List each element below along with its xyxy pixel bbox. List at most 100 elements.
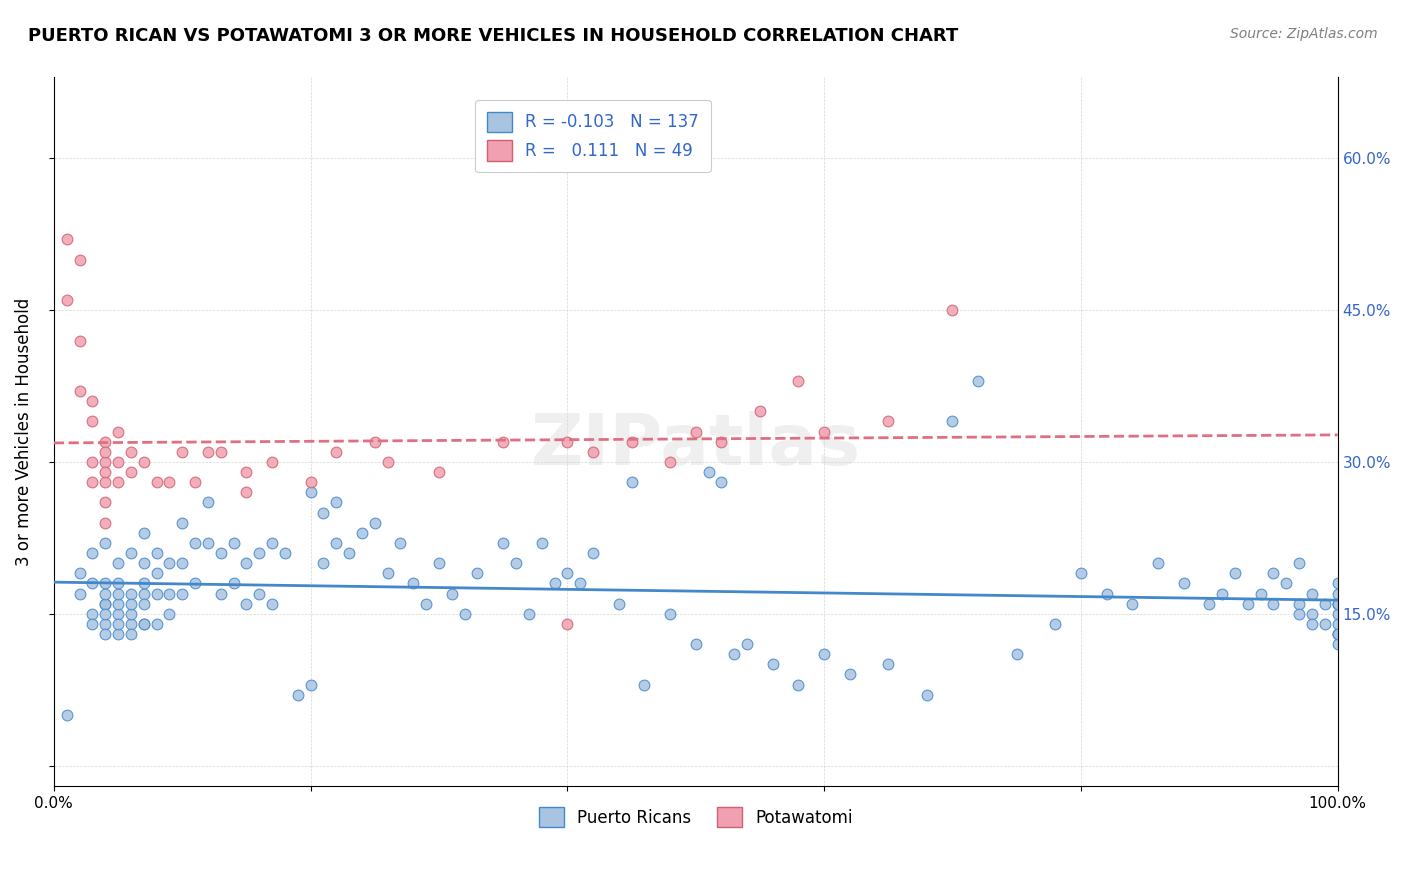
Point xyxy=(325,445,347,459)
Point xyxy=(209,586,232,600)
Point xyxy=(1301,586,1323,600)
Point xyxy=(69,384,91,398)
Point xyxy=(389,536,412,550)
Point xyxy=(620,475,643,490)
Point xyxy=(467,566,489,581)
Point xyxy=(915,688,938,702)
Point xyxy=(325,536,347,550)
Point xyxy=(1275,576,1298,591)
Point xyxy=(157,586,180,600)
Point xyxy=(94,586,117,600)
Point xyxy=(107,556,129,570)
Point xyxy=(120,616,142,631)
Point xyxy=(1288,597,1310,611)
Point xyxy=(377,566,399,581)
Point xyxy=(197,495,219,509)
Point xyxy=(94,495,117,509)
Point xyxy=(620,434,643,449)
Point xyxy=(120,607,142,621)
Point xyxy=(235,597,257,611)
Point xyxy=(569,576,592,591)
Point xyxy=(172,445,194,459)
Point xyxy=(1313,597,1336,611)
Point xyxy=(184,576,207,591)
Point xyxy=(82,394,104,409)
Point xyxy=(172,586,194,600)
Point xyxy=(941,303,963,318)
Point xyxy=(659,455,682,469)
Point xyxy=(1326,616,1348,631)
Point xyxy=(813,647,835,661)
Point xyxy=(82,576,104,591)
Point xyxy=(415,597,437,611)
Point xyxy=(312,556,335,570)
Point xyxy=(157,475,180,490)
Legend: Puerto Ricans, Potawatomi: Puerto Ricans, Potawatomi xyxy=(533,800,859,834)
Point xyxy=(94,627,117,641)
Point xyxy=(492,434,515,449)
Text: PUERTO RICAN VS POTAWATOMI 3 OR MORE VEHICLES IN HOUSEHOLD CORRELATION CHART: PUERTO RICAN VS POTAWATOMI 3 OR MORE VEH… xyxy=(28,27,959,45)
Point xyxy=(607,597,630,611)
Point xyxy=(350,525,373,540)
Point xyxy=(299,475,322,490)
Point xyxy=(132,455,155,469)
Point xyxy=(1043,616,1066,631)
Point xyxy=(222,536,245,550)
Point xyxy=(145,546,167,560)
Point xyxy=(325,495,347,509)
Point xyxy=(82,415,104,429)
Point xyxy=(1121,597,1143,611)
Point xyxy=(82,475,104,490)
Point xyxy=(172,556,194,570)
Point xyxy=(1301,607,1323,621)
Point xyxy=(120,586,142,600)
Point xyxy=(377,455,399,469)
Point xyxy=(94,475,117,490)
Point xyxy=(1326,607,1348,621)
Point xyxy=(94,516,117,530)
Point xyxy=(1313,616,1336,631)
Point xyxy=(1250,586,1272,600)
Point xyxy=(530,536,553,550)
Point xyxy=(107,455,129,469)
Point xyxy=(1326,637,1348,651)
Point xyxy=(94,607,117,621)
Point xyxy=(1198,597,1220,611)
Point xyxy=(557,566,579,581)
Point xyxy=(543,576,565,591)
Point xyxy=(94,597,117,611)
Point xyxy=(685,637,707,651)
Point xyxy=(55,708,77,723)
Point xyxy=(1147,556,1170,570)
Point xyxy=(1173,576,1195,591)
Point xyxy=(157,607,180,621)
Point xyxy=(838,667,860,681)
Point xyxy=(132,597,155,611)
Point xyxy=(427,465,450,479)
Point xyxy=(1223,566,1246,581)
Point xyxy=(710,475,733,490)
Point xyxy=(299,677,322,691)
Point xyxy=(145,475,167,490)
Point xyxy=(402,576,425,591)
Point xyxy=(364,516,387,530)
Point xyxy=(132,586,155,600)
Text: Source: ZipAtlas.com: Source: ZipAtlas.com xyxy=(1230,27,1378,41)
Point xyxy=(312,506,335,520)
Point xyxy=(69,334,91,348)
Point xyxy=(120,465,142,479)
Point xyxy=(787,677,810,691)
Point xyxy=(184,536,207,550)
Point xyxy=(222,576,245,591)
Point xyxy=(107,607,129,621)
Text: ZIPatlas: ZIPatlas xyxy=(530,411,860,480)
Point xyxy=(364,434,387,449)
Point xyxy=(184,475,207,490)
Point xyxy=(120,627,142,641)
Point xyxy=(69,566,91,581)
Point xyxy=(107,576,129,591)
Y-axis label: 3 or more Vehicles in Household: 3 or more Vehicles in Household xyxy=(15,298,32,566)
Point xyxy=(262,597,284,611)
Point xyxy=(1236,597,1258,611)
Point xyxy=(94,597,117,611)
